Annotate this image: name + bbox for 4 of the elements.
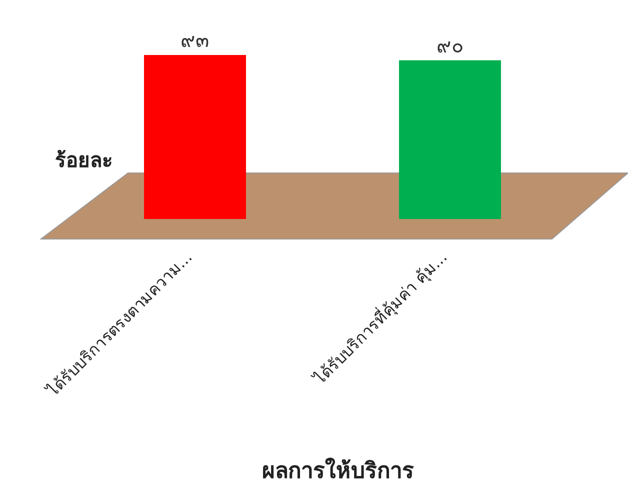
- data-label: ๙๐: [436, 33, 464, 58]
- data-label: ๙๓: [180, 28, 210, 52]
- x-axis-title: ผลการให้บริการ: [262, 457, 414, 483]
- y-axis-title: ร้อยละ: [55, 148, 113, 172]
